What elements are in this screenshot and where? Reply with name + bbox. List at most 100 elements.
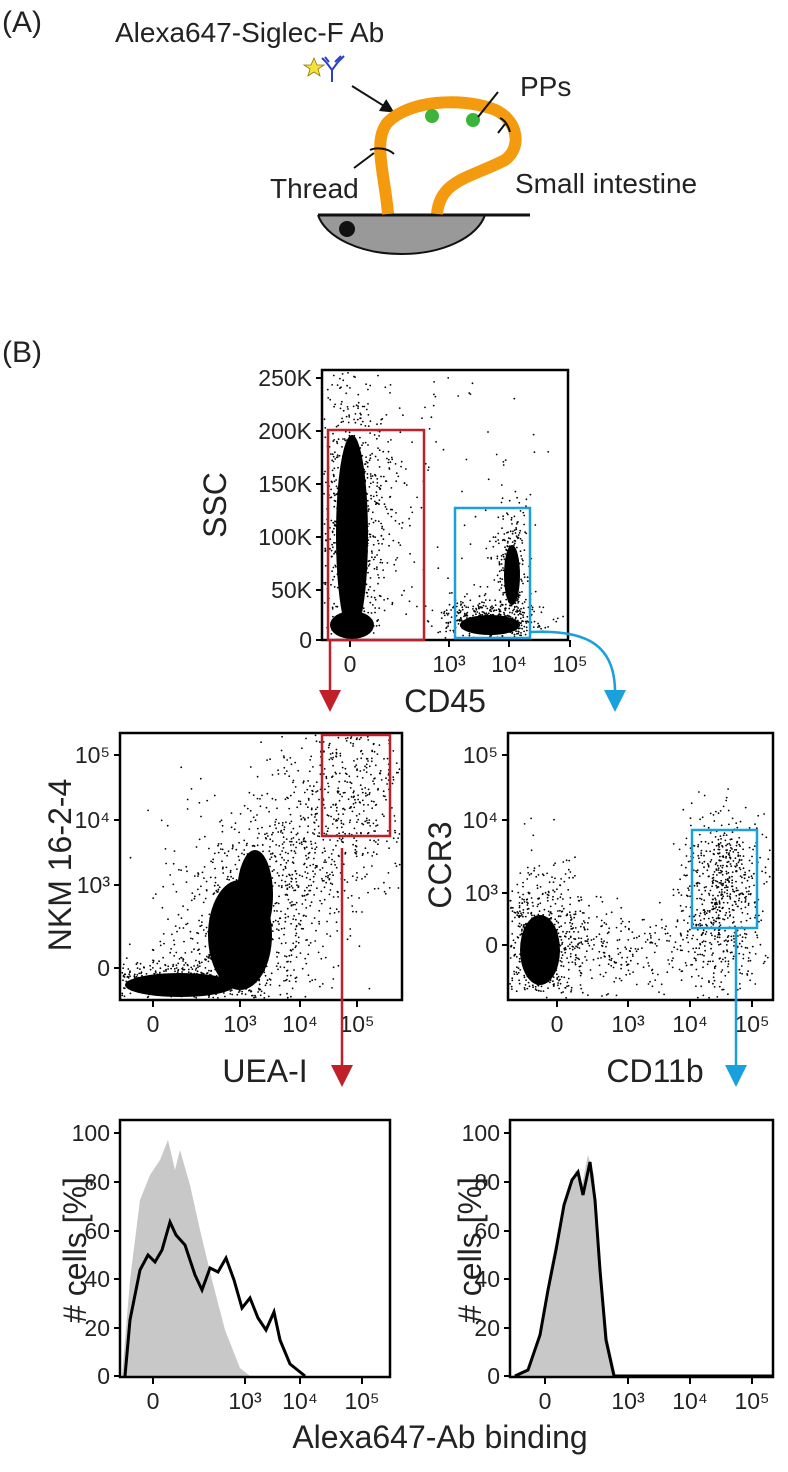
event [305,876,308,879]
event [361,444,363,447]
event [721,897,724,899]
event [346,510,349,513]
event [377,520,380,523]
event [122,979,124,982]
y-axis-label: NKM 16-2-4 [42,779,78,952]
event [254,996,257,998]
event [720,838,722,840]
event [544,962,547,964]
event [292,942,295,945]
event [279,993,282,996]
event [381,496,383,499]
event [538,976,540,979]
pp [466,113,480,127]
event [374,455,377,458]
event [610,911,613,914]
event [507,537,510,539]
event [256,844,259,847]
event [369,586,371,588]
event [197,966,199,968]
event [502,464,505,466]
y-tick-label: 0 [487,1363,500,1389]
event [580,987,583,990]
event [299,815,302,817]
event [608,954,611,957]
event [218,886,221,889]
event [509,585,511,588]
x-tick-label: 10⁵ [552,651,587,677]
event [177,974,180,977]
event [331,384,333,386]
event [519,529,522,532]
event [697,854,700,857]
y-tick-label: 40 [474,1266,500,1292]
event [199,981,202,984]
event [503,558,506,560]
event [563,880,566,883]
event [278,845,281,847]
event [523,932,526,935]
event [215,975,218,977]
event [285,821,287,824]
event [388,533,391,536]
event [361,777,364,779]
event [538,955,541,957]
event [356,872,358,874]
event [411,511,414,514]
event [258,975,261,977]
event [523,937,526,940]
event [394,829,396,832]
event [274,919,277,922]
event [194,895,196,898]
event [511,612,514,614]
event [360,635,362,637]
event [488,599,491,602]
event [209,973,211,976]
event [330,806,332,808]
event [753,884,755,887]
event [544,891,547,894]
event [357,818,360,821]
event [364,479,367,482]
event [372,543,375,546]
event [672,957,674,960]
event [711,885,713,888]
event [707,864,710,867]
event [221,921,223,924]
event [226,985,229,988]
event [517,536,520,539]
event [368,486,371,488]
event [746,879,749,882]
event [287,960,289,963]
event [347,479,350,482]
event [341,552,344,555]
event [526,939,529,942]
event [552,938,555,940]
event [268,941,271,943]
event [259,947,262,950]
event [352,549,355,552]
event [461,557,463,560]
event [526,620,528,622]
event [198,962,201,965]
event [475,608,478,611]
event [493,609,496,612]
event [308,889,311,892]
event [631,953,634,956]
event [284,920,287,923]
event [502,569,505,572]
event [508,628,511,631]
event [356,821,358,823]
event [346,938,349,941]
event [248,916,250,919]
event [351,536,354,539]
event [572,946,574,948]
event [621,920,624,923]
event [763,960,766,963]
event [289,844,292,846]
event [327,397,330,399]
y-tick-label: 150K [258,471,312,497]
event [187,975,190,978]
event [156,976,159,979]
event [285,838,288,840]
